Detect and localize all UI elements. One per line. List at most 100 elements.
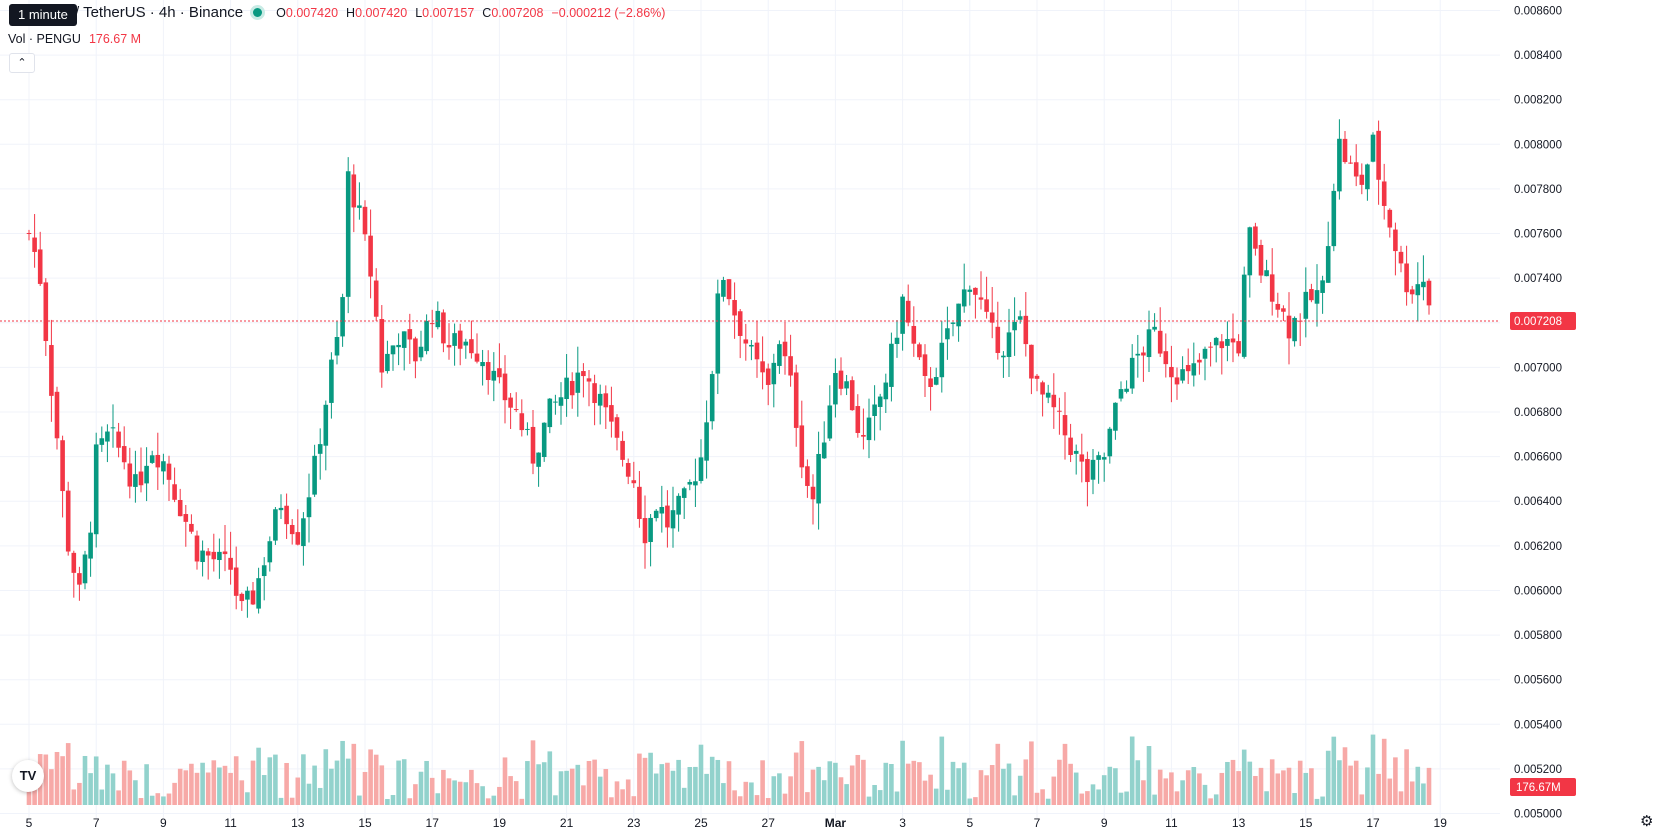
candle-up bbox=[1337, 138, 1342, 192]
candle-down bbox=[413, 338, 418, 362]
candle-down bbox=[861, 434, 866, 437]
candle-up bbox=[1012, 321, 1017, 331]
candle-down bbox=[1404, 263, 1409, 293]
volume-bar bbox=[844, 784, 849, 805]
volume-bar bbox=[973, 797, 978, 805]
candle-up bbox=[161, 461, 166, 472]
volume-bar bbox=[121, 760, 127, 805]
volume-value: 176.67 M bbox=[88, 32, 142, 46]
volume-bar bbox=[429, 777, 435, 805]
x-tick-label: 25 bbox=[694, 816, 708, 830]
candle-down bbox=[905, 300, 911, 323]
y-tick-label: 0.007800 bbox=[1514, 184, 1562, 196]
volume-bar bbox=[245, 792, 250, 805]
volume-bar bbox=[368, 749, 373, 805]
candle-up bbox=[670, 510, 676, 529]
candle-down bbox=[469, 339, 474, 354]
candle-down bbox=[1281, 308, 1286, 312]
candle-down bbox=[32, 237, 37, 252]
volume-bar bbox=[821, 780, 827, 805]
candle-down bbox=[289, 524, 295, 535]
candle-down bbox=[1079, 454, 1085, 462]
volume-bar bbox=[1342, 747, 1348, 805]
high-value: 0.007420 bbox=[355, 5, 408, 20]
volume-bar bbox=[894, 791, 900, 805]
volume-bar bbox=[508, 776, 513, 805]
candle-down bbox=[737, 311, 743, 336]
volume-bar bbox=[1247, 761, 1253, 805]
volume-bar bbox=[961, 762, 967, 805]
candle-up bbox=[1107, 428, 1113, 457]
candle-down bbox=[138, 471, 144, 486]
volume-bar bbox=[810, 769, 816, 805]
candle-down bbox=[26, 232, 32, 234]
volume-bar bbox=[1241, 749, 1247, 805]
volume-bar bbox=[569, 768, 575, 805]
volume-bar bbox=[665, 762, 670, 805]
market-status-icon[interactable] bbox=[253, 8, 263, 17]
open-value: 0.007420 bbox=[285, 5, 339, 20]
volume-bar bbox=[1085, 791, 1090, 805]
candle-down bbox=[1269, 274, 1275, 302]
candle-up bbox=[1135, 353, 1141, 356]
y-tick-label: 0.006400 bbox=[1514, 496, 1562, 508]
candle-up bbox=[961, 289, 967, 307]
volume-bar bbox=[1118, 792, 1124, 805]
y-tick-label: 0.005200 bbox=[1514, 764, 1562, 776]
volume-bar bbox=[127, 770, 133, 805]
candle-down bbox=[1034, 375, 1040, 379]
volume-bar bbox=[586, 761, 592, 805]
volume-bar bbox=[1348, 765, 1353, 805]
volume-bar bbox=[1023, 759, 1029, 805]
volume-bar bbox=[911, 760, 917, 805]
candle-up bbox=[676, 495, 681, 515]
symbol-title[interactable]: U / TetherUS · 4h · Binance bbox=[60, 4, 244, 21]
y-tick-label: 0.008400 bbox=[1514, 50, 1562, 62]
candle-up bbox=[480, 362, 485, 367]
candle-up bbox=[1247, 227, 1253, 276]
collapse-legend-button[interactable]: ⌃ bbox=[9, 53, 35, 73]
volume-bar bbox=[1113, 768, 1118, 805]
volume-bar bbox=[1129, 736, 1135, 805]
x-tick-label: Mar bbox=[825, 816, 847, 830]
candle-up bbox=[306, 497, 312, 518]
candle-down bbox=[1309, 289, 1314, 301]
candle-up bbox=[340, 297, 345, 337]
candle-up bbox=[1191, 363, 1197, 376]
candle-down bbox=[530, 426, 536, 464]
candle-up bbox=[597, 393, 603, 406]
candle-up bbox=[933, 377, 939, 385]
x-tick-label: 21 bbox=[560, 816, 574, 830]
volume-bar bbox=[82, 755, 88, 805]
volume-bar bbox=[446, 778, 452, 805]
volume-bar bbox=[278, 797, 284, 805]
candle-down bbox=[1353, 162, 1359, 177]
candle-down bbox=[1393, 229, 1398, 252]
volume-bar bbox=[161, 796, 166, 805]
volume-bar bbox=[536, 764, 541, 805]
candle-down bbox=[620, 440, 625, 460]
candle-up bbox=[1241, 274, 1247, 357]
candle-up bbox=[1118, 389, 1124, 399]
candle-up bbox=[1202, 348, 1208, 359]
candle-up bbox=[1320, 280, 1325, 293]
x-tick-label: 9 bbox=[1101, 816, 1108, 830]
volume-bar bbox=[32, 782, 37, 805]
candle-down bbox=[810, 486, 816, 500]
candle-down bbox=[978, 297, 984, 300]
candle-up bbox=[945, 328, 950, 340]
candle-down bbox=[1253, 226, 1258, 249]
volume-bar bbox=[1073, 772, 1079, 805]
candle-down bbox=[194, 535, 200, 562]
gear-icon[interactable]: ⚙ bbox=[1640, 813, 1654, 830]
candle-up bbox=[681, 488, 687, 498]
volume-bar bbox=[1219, 772, 1225, 805]
y-tick-label: 0.006200 bbox=[1514, 541, 1562, 553]
volume-bar bbox=[1353, 760, 1359, 805]
candle-down bbox=[155, 454, 161, 468]
candle-up bbox=[950, 322, 956, 324]
candle-down bbox=[362, 206, 368, 235]
tradingview-logo[interactable]: TV bbox=[12, 760, 44, 792]
candle-down bbox=[1174, 377, 1180, 385]
